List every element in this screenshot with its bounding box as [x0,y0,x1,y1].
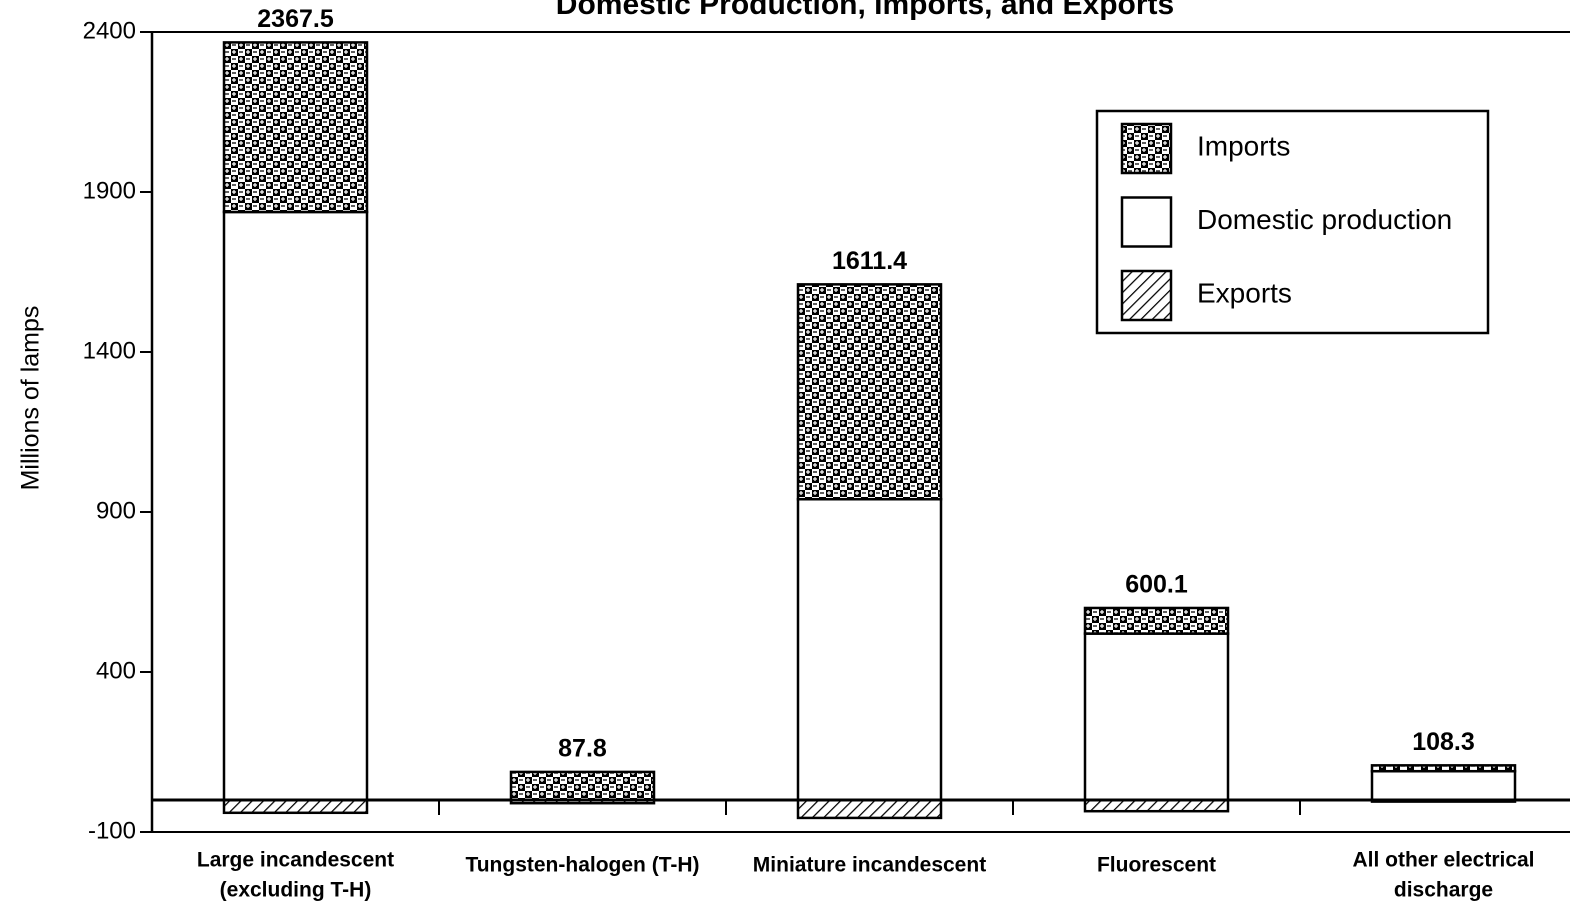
bar-segment [1083,632,1230,802]
legend-label: Exports [1197,277,1292,308]
value-label: 87.8 [558,735,607,763]
x-tick-label: Miniature incandescent [753,854,986,877]
y-tick-label: 2400 [83,17,136,44]
y-tick-label: 900 [96,497,136,524]
x-tick-label: Fluorescent [1097,854,1216,877]
legend: Imports Domestic production Exports [1095,109,1490,335]
x-tick-label: discharge [1394,879,1493,902]
y-tick-label: -100 [88,817,136,844]
bar-segment [1370,764,1517,773]
bar-segment [222,210,369,802]
value-label: 600.1 [1125,571,1188,599]
x-tick-label: (excluding T-H) [220,879,372,902]
bar-segment [509,770,656,802]
bar-segment [1370,769,1517,802]
legend-label: Domestic production [1197,204,1452,235]
chart-title: Domestic Production, Imports, and Export… [556,0,1174,21]
value-label: 1611.4 [832,247,907,275]
x-tick-label: Large incandescent [197,849,394,872]
bar-segment [222,798,369,815]
bar-segment [1083,606,1230,635]
value-label: 2367.5 [257,5,334,33]
legend-label: Imports [1197,130,1290,161]
bar-segment [222,41,369,214]
legend-swatch [1120,196,1173,248]
x-tick-label: Tungsten-halogen (T-H) [465,854,699,877]
bar-segment [1083,798,1230,813]
legend-swatch [1120,122,1173,175]
y-tick-label: 1900 [83,177,136,204]
bar-segment [796,798,943,820]
y-axis-label: Millions of lamps [17,306,45,491]
bar-segment [796,283,943,501]
bar-segment [796,497,943,802]
x-tick-label: All other electrical [1352,849,1534,872]
y-tick-label: 400 [96,657,136,684]
value-label: 108.3 [1412,728,1475,756]
y-tick-label: 1400 [83,337,136,364]
legend-swatch [1120,269,1173,322]
